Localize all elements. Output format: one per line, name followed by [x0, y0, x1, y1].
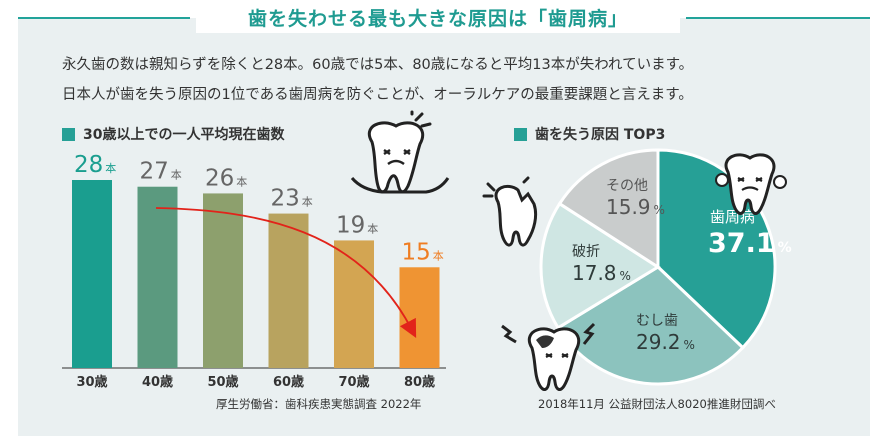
bar-60歳 [268, 213, 309, 368]
bar-80歳 [399, 267, 440, 368]
pie-chart-source: 2018年11月 公益財団法人8020推進財団調べ [538, 397, 776, 411]
intro-line-1: 永久歯の数は親知らずを除くと28本。60歳では5本、80歳になると平均13本が失… [62, 57, 694, 73]
bar-value-label: 26 [205, 165, 234, 191]
trend-arrow [155, 207, 417, 338]
bar-category-label: 40歳 [142, 374, 173, 390]
pie-slice-label: 破折 [572, 244, 600, 260]
pie-slice-label: むし歯 [636, 313, 678, 329]
pie-slice-value: 29.2 [636, 330, 681, 354]
bar-unit-label: 本 [236, 174, 247, 188]
pie-unit-label: % [654, 203, 665, 217]
bar-30歳 [72, 180, 112, 368]
bar-chart-heading: 30歳以上での一人平均現在歯数 [62, 124, 284, 144]
pie-unit-label: % [684, 338, 695, 352]
header: 歯を失わせる最も大きな原因は「歯周病」 [0, 0, 887, 36]
pie-unit-label: % [620, 269, 631, 283]
bar-unit-label: 本 [105, 161, 116, 175]
bar-unit-label: 本 [302, 195, 313, 209]
pie-chart-title: 歯を失う原因 TOP3 [535, 127, 666, 143]
bar-50歳 [203, 193, 243, 368]
bar-value-label: 19 [336, 212, 365, 238]
bar-category-label: 60歳 [273, 374, 304, 390]
bar-40歳 [137, 186, 178, 368]
bar-category-label: 50歳 [207, 374, 238, 390]
heading-marker [514, 127, 527, 141]
pie-chart-heading: 歯を失う原因 TOP3 [514, 124, 665, 144]
heading-marker [62, 127, 75, 141]
bar-value-label: 15 [402, 239, 431, 265]
bar-category-label: 80歳 [404, 374, 435, 390]
pie-slice-value: 37.1 [708, 228, 775, 259]
pie-unit-label: % [778, 240, 792, 256]
bar-value-label: 27 [140, 159, 169, 185]
pie-slice-破折 [539, 201, 661, 330]
page-title: 歯を失わせる最も大きな原因は「歯周病」 [196, 5, 680, 33]
bar-value-label: 23 [271, 186, 300, 212]
bar-category-label: 70歳 [338, 374, 369, 390]
broken-tooth-icon [482, 176, 538, 247]
bar-unit-label: 本 [171, 168, 182, 182]
pie-slice-label: その他 [606, 178, 648, 194]
bar-chart-source: 厚生労働省：歯科疾患実態調査 2022年 [216, 397, 422, 411]
bar-unit-label: 本 [367, 221, 378, 235]
pie-slice-value: 17.8 [572, 261, 617, 285]
pie-slice-value: 15.9 [606, 195, 651, 219]
bar-chart-title: 30歳以上での一人平均現在歯数 [83, 127, 285, 143]
bar-value-label: 28 [74, 152, 103, 178]
pie-slice-その他 [557, 148, 660, 270]
title-rule-right [686, 17, 870, 19]
damaged-tooth-icon [350, 110, 450, 194]
title-rule-left [18, 17, 190, 19]
bar-unit-label: 本 [433, 248, 444, 262]
intro-text: 永久歯の数は親知らずを除くと28本。60歳では5本、80歳になると平均13本が失… [62, 50, 852, 110]
bar-70歳 [334, 240, 374, 368]
healthy-tooth-icon [715, 153, 787, 215]
intro-line-2: 日本人が歯を失う原因の1位である歯周病を防ぐことが、オーラルケアの最重要課題と言… [62, 87, 693, 103]
cavity-tooth-icon [501, 322, 596, 391]
bar-category-label: 30歳 [76, 374, 107, 390]
